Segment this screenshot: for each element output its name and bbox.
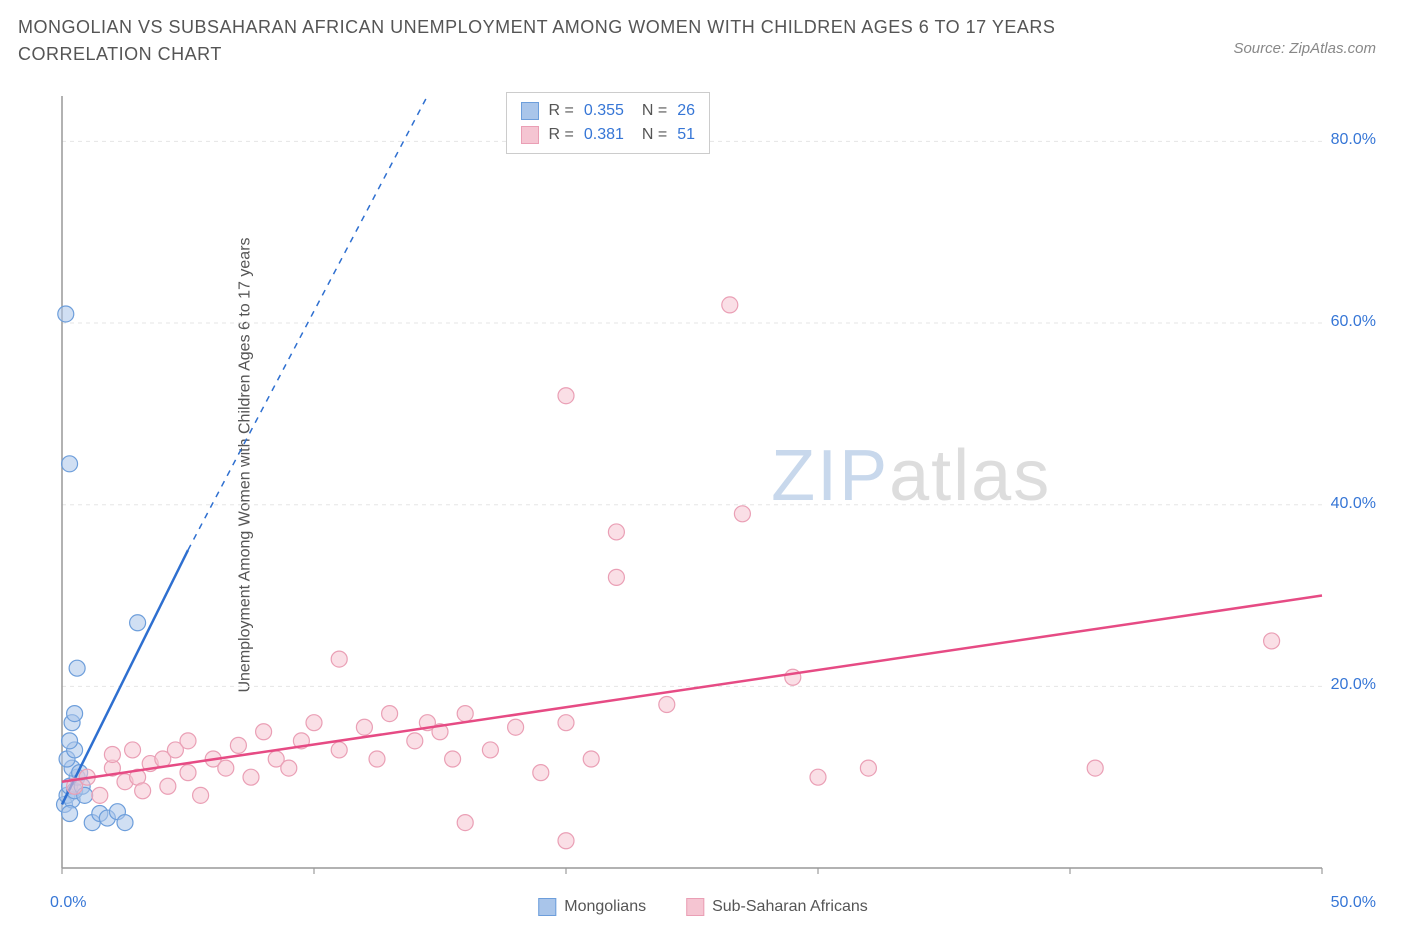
chart-title: MONGOLIAN VS SUBSAHARAN AFRICAN UNEMPLOY… xyxy=(18,14,1118,68)
swatch-icon xyxy=(686,898,704,916)
stats-row: R = 0.381 N = 51 xyxy=(521,123,696,147)
n-value: 51 xyxy=(677,123,695,147)
chart-plot-area: ZIPatlas R = 0.355 N = 26 R = 0.381 N = … xyxy=(54,88,1382,876)
x-axis-end-label: 50.0% xyxy=(1331,894,1376,912)
n-label: N = xyxy=(642,99,667,123)
y-tick-label: 80.0% xyxy=(1331,131,1376,149)
r-value: 0.381 xyxy=(584,123,624,147)
swatch-icon xyxy=(521,126,539,144)
swatch-icon xyxy=(538,898,556,916)
scatter-svg xyxy=(54,88,1382,876)
stats-legend-box: R = 0.355 N = 26 R = 0.381 N = 51 xyxy=(506,92,711,154)
legend-item: Mongolians xyxy=(538,898,646,916)
source-label: Source: ZipAtlas.com xyxy=(1233,40,1376,57)
r-label: R = xyxy=(549,123,574,147)
y-tick-label: 60.0% xyxy=(1331,313,1376,331)
y-tick-label: 40.0% xyxy=(1331,495,1376,513)
bottom-legend: Mongolians Sub-Saharan Africans xyxy=(538,898,867,916)
stats-row: R = 0.355 N = 26 xyxy=(521,99,696,123)
n-value: 26 xyxy=(677,99,695,123)
n-label: N = xyxy=(642,123,667,147)
legend-item: Sub-Saharan Africans xyxy=(686,898,868,916)
r-label: R = xyxy=(549,99,574,123)
legend-label: Mongolians xyxy=(564,898,646,916)
r-value: 0.355 xyxy=(584,99,624,123)
swatch-icon xyxy=(521,102,539,120)
legend-label: Sub-Saharan Africans xyxy=(712,898,868,916)
y-tick-label: 20.0% xyxy=(1331,676,1376,694)
x-axis-start-label: 0.0% xyxy=(50,894,86,912)
